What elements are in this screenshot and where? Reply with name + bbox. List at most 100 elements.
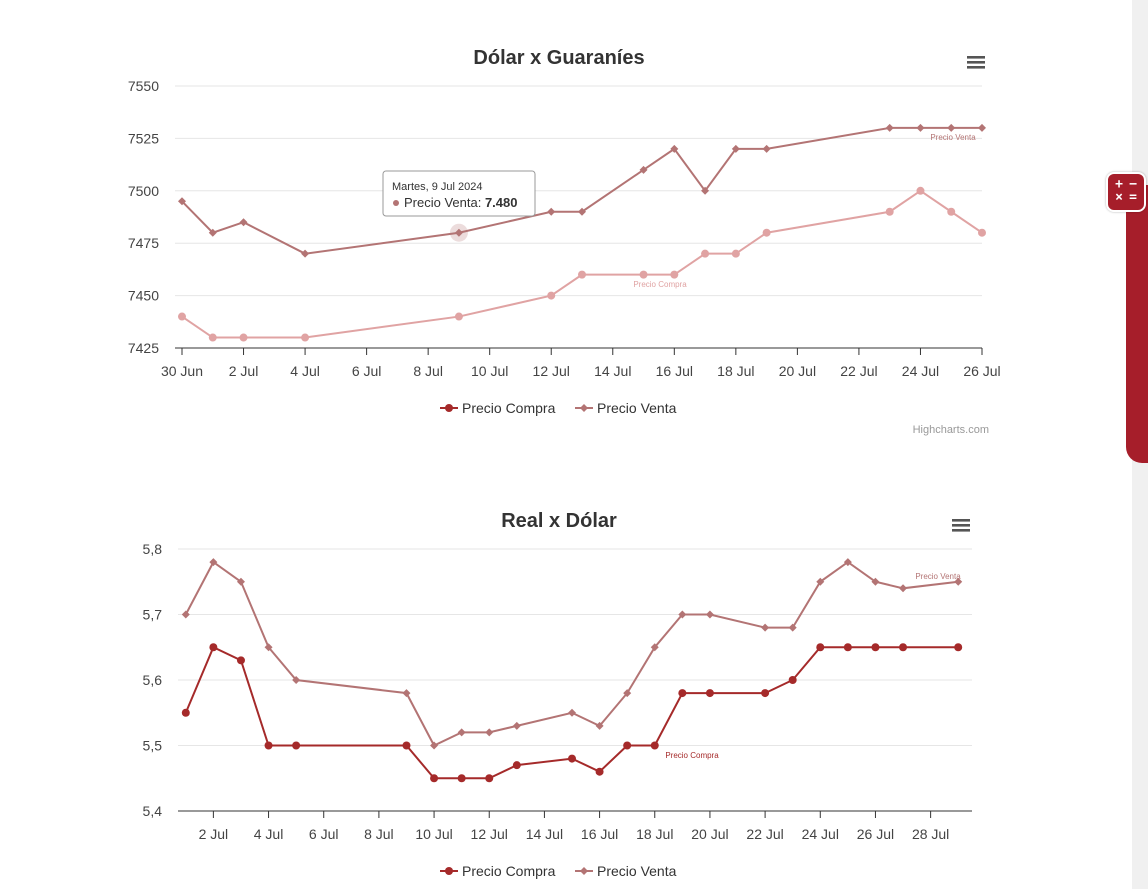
y-tick-label: 7475 [128, 235, 159, 251]
data-point[interactable] [292, 741, 301, 750]
data-point[interactable] [578, 270, 586, 279]
data-point[interactable] [209, 558, 218, 567]
data-point[interactable] [430, 741, 439, 750]
x-tick-label: 6 Jul [309, 826, 339, 842]
data-point[interactable] [578, 207, 586, 216]
data-point[interactable] [568, 754, 576, 763]
data-point[interactable] [670, 144, 679, 153]
data-point[interactable] [178, 197, 186, 206]
data-point[interactable] [595, 767, 604, 776]
data-point[interactable] [843, 558, 852, 567]
data-point[interactable] [731, 249, 740, 258]
data-point[interactable] [457, 728, 466, 737]
data-point[interactable] [978, 228, 986, 237]
data-point[interactable] [208, 228, 217, 237]
credits-link[interactable]: Highcharts.com [913, 424, 989, 436]
data-point[interactable] [705, 689, 714, 698]
data-point[interactable] [761, 689, 770, 698]
data-point[interactable] [816, 643, 825, 652]
legend-item-venta[interactable]: Precio Venta [575, 863, 677, 879]
data-point[interactable] [181, 610, 190, 619]
data-point[interactable] [292, 676, 301, 684]
data-point[interactable] [239, 333, 248, 342]
data-point[interactable] [402, 689, 411, 698]
data-point[interactable] [916, 123, 925, 132]
data-point[interactable] [485, 728, 494, 737]
data-point[interactable] [301, 249, 310, 258]
x-tick-label: 26 Jul [963, 363, 1000, 379]
data-point[interactable] [916, 186, 925, 195]
data-point[interactable] [650, 643, 659, 652]
chart-dolar-guaranies-svg: Dólar x Guaraníes 7550 7525 7500 7475 7450 74… [128, 47, 1001, 436]
data-point[interactable] [181, 708, 190, 717]
data-point[interactable] [731, 144, 740, 153]
data-point[interactable] [264, 643, 273, 652]
data-point[interactable] [264, 741, 273, 750]
x-tick-label: 4 Jul [290, 363, 320, 379]
data-point[interactable] [701, 249, 710, 258]
legend-item-compra[interactable]: Precio Compra [440, 400, 556, 416]
calc-minus-glyph: − [1129, 177, 1137, 192]
data-point[interactable] [454, 228, 463, 237]
hamburger-menu-icon[interactable] [967, 56, 985, 69]
data-point[interactable] [639, 165, 648, 174]
data-point[interactable] [236, 656, 245, 665]
data-point[interactable] [512, 721, 521, 730]
data-point[interactable] [512, 761, 521, 770]
data-point[interactable] [947, 207, 956, 216]
data-point[interactable] [457, 774, 466, 783]
data-point[interactable] [788, 623, 797, 632]
chart-dolar-guaranies: Dólar x Guaraníes 7550 7525 7500 7475 7450 74… [0, 0, 1100, 450]
data-point[interactable] [402, 741, 411, 750]
data-point[interactable] [639, 270, 648, 279]
data-point[interactable] [208, 333, 217, 342]
legend-item-venta[interactable]: Precio Venta [575, 400, 677, 416]
data-point[interactable] [430, 774, 439, 783]
data-point[interactable] [454, 312, 463, 321]
data-point[interactable] [761, 623, 770, 632]
chart-real-dolar-svg: Real x Dólar 5,8 5,7 5,6 5,5 5,4 2 Jul 4 Jul 6… [143, 510, 972, 879]
data-point[interactable] [762, 144, 771, 153]
x-tick-label: 16 Jul [581, 826, 618, 842]
data-point[interactable] [885, 207, 894, 216]
data-point[interactable] [670, 270, 679, 279]
data-point[interactable] [843, 643, 852, 652]
data-point[interactable] [239, 218, 248, 227]
data-point[interactable] [485, 774, 494, 783]
data-point[interactable] [623, 741, 632, 750]
series-venta: Precio Venta [178, 123, 986, 258]
calc-times-glyph: × [1115, 190, 1123, 205]
data-point[interactable] [209, 643, 218, 652]
data-point[interactable] [788, 676, 797, 684]
data-point[interactable] [178, 312, 186, 321]
data-point[interactable] [899, 584, 908, 593]
data-point[interactable] [947, 123, 956, 132]
data-point[interactable] [568, 708, 576, 717]
legend-item-compra[interactable]: Precio Compra [440, 863, 556, 879]
data-point[interactable] [762, 228, 771, 237]
data-point[interactable] [885, 123, 894, 132]
calculator-button[interactable]: + − × = [1106, 172, 1146, 212]
data-point[interactable] [547, 207, 556, 216]
data-point[interactable] [236, 577, 245, 586]
data-point[interactable] [954, 643, 963, 652]
x-tick-label: 18 Jul [636, 826, 673, 842]
legend-label: Precio Venta [597, 863, 677, 879]
data-point[interactable] [623, 689, 632, 698]
data-point[interactable] [899, 643, 908, 652]
data-point[interactable] [871, 643, 880, 652]
legend-marker [445, 867, 453, 875]
data-point[interactable] [301, 333, 310, 342]
data-point[interactable] [678, 610, 687, 619]
data-point[interactable] [595, 721, 604, 730]
hamburger-menu-icon[interactable] [952, 519, 970, 532]
data-point[interactable] [978, 123, 986, 132]
data-point[interactable] [701, 186, 710, 195]
data-point[interactable] [650, 741, 659, 750]
data-point[interactable] [547, 291, 556, 300]
data-point[interactable] [705, 610, 714, 619]
data-point[interactable] [816, 577, 825, 586]
data-point[interactable] [678, 689, 687, 698]
data-point[interactable] [871, 577, 880, 586]
data-point[interactable] [954, 577, 963, 586]
